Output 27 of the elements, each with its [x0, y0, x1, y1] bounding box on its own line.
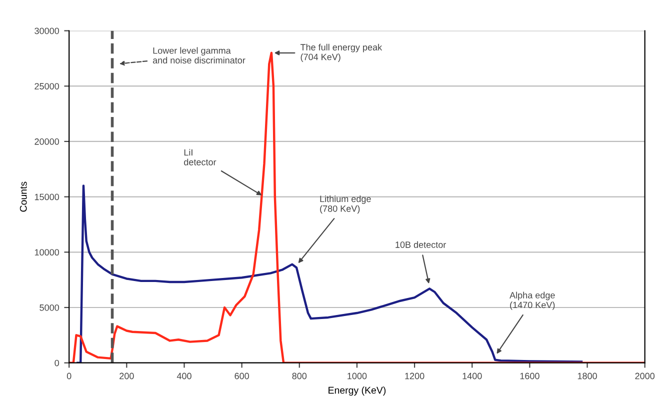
y-tick-label: 20000 — [34, 138, 60, 145]
y-tick-label: 30000 — [34, 28, 60, 34]
x-tick-label: 200 — [120, 372, 134, 380]
y-tick-label: 10000 — [34, 249, 60, 256]
annotation: Alpha edge (1470 KeV) — [510, 292, 555, 310]
x-axis-title: Energy (KeV) — [328, 386, 386, 396]
y-tick-label: 15000 — [34, 194, 60, 200]
line-series — [76, 184, 583, 363]
y-tick-label: 5000 — [40, 304, 60, 311]
x-tick-label: 2000 — [635, 372, 655, 380]
x-tick-label: 1400 — [462, 372, 482, 380]
x-tick-label: 1800 — [578, 372, 597, 380]
annotation: The full energy peak (704 KeV) — [300, 44, 382, 62]
x-tick-label: 1000 — [348, 372, 367, 380]
ref-line-label: Lower level gamma and noise discriminator — [152, 47, 246, 64]
x-tick-label: 800 — [292, 372, 307, 380]
x-tick-label: 600 — [234, 372, 249, 380]
x-tick-label: 400 — [176, 372, 192, 380]
annotation: LiI detector — [184, 148, 216, 166]
y-axis-title: Counts — [20, 182, 27, 212]
y-tick-label: 25000 — [34, 83, 60, 90]
x-tick-label: 1200 — [405, 372, 424, 380]
x-tick-label: 1600 — [520, 372, 540, 380]
x-tick-label: 0 — [66, 372, 72, 380]
annotation: 10B detector — [396, 241, 446, 248]
y-tick-label: 0 — [54, 360, 60, 366]
annotation: Lithium edge (780 KeV) — [320, 195, 371, 214]
